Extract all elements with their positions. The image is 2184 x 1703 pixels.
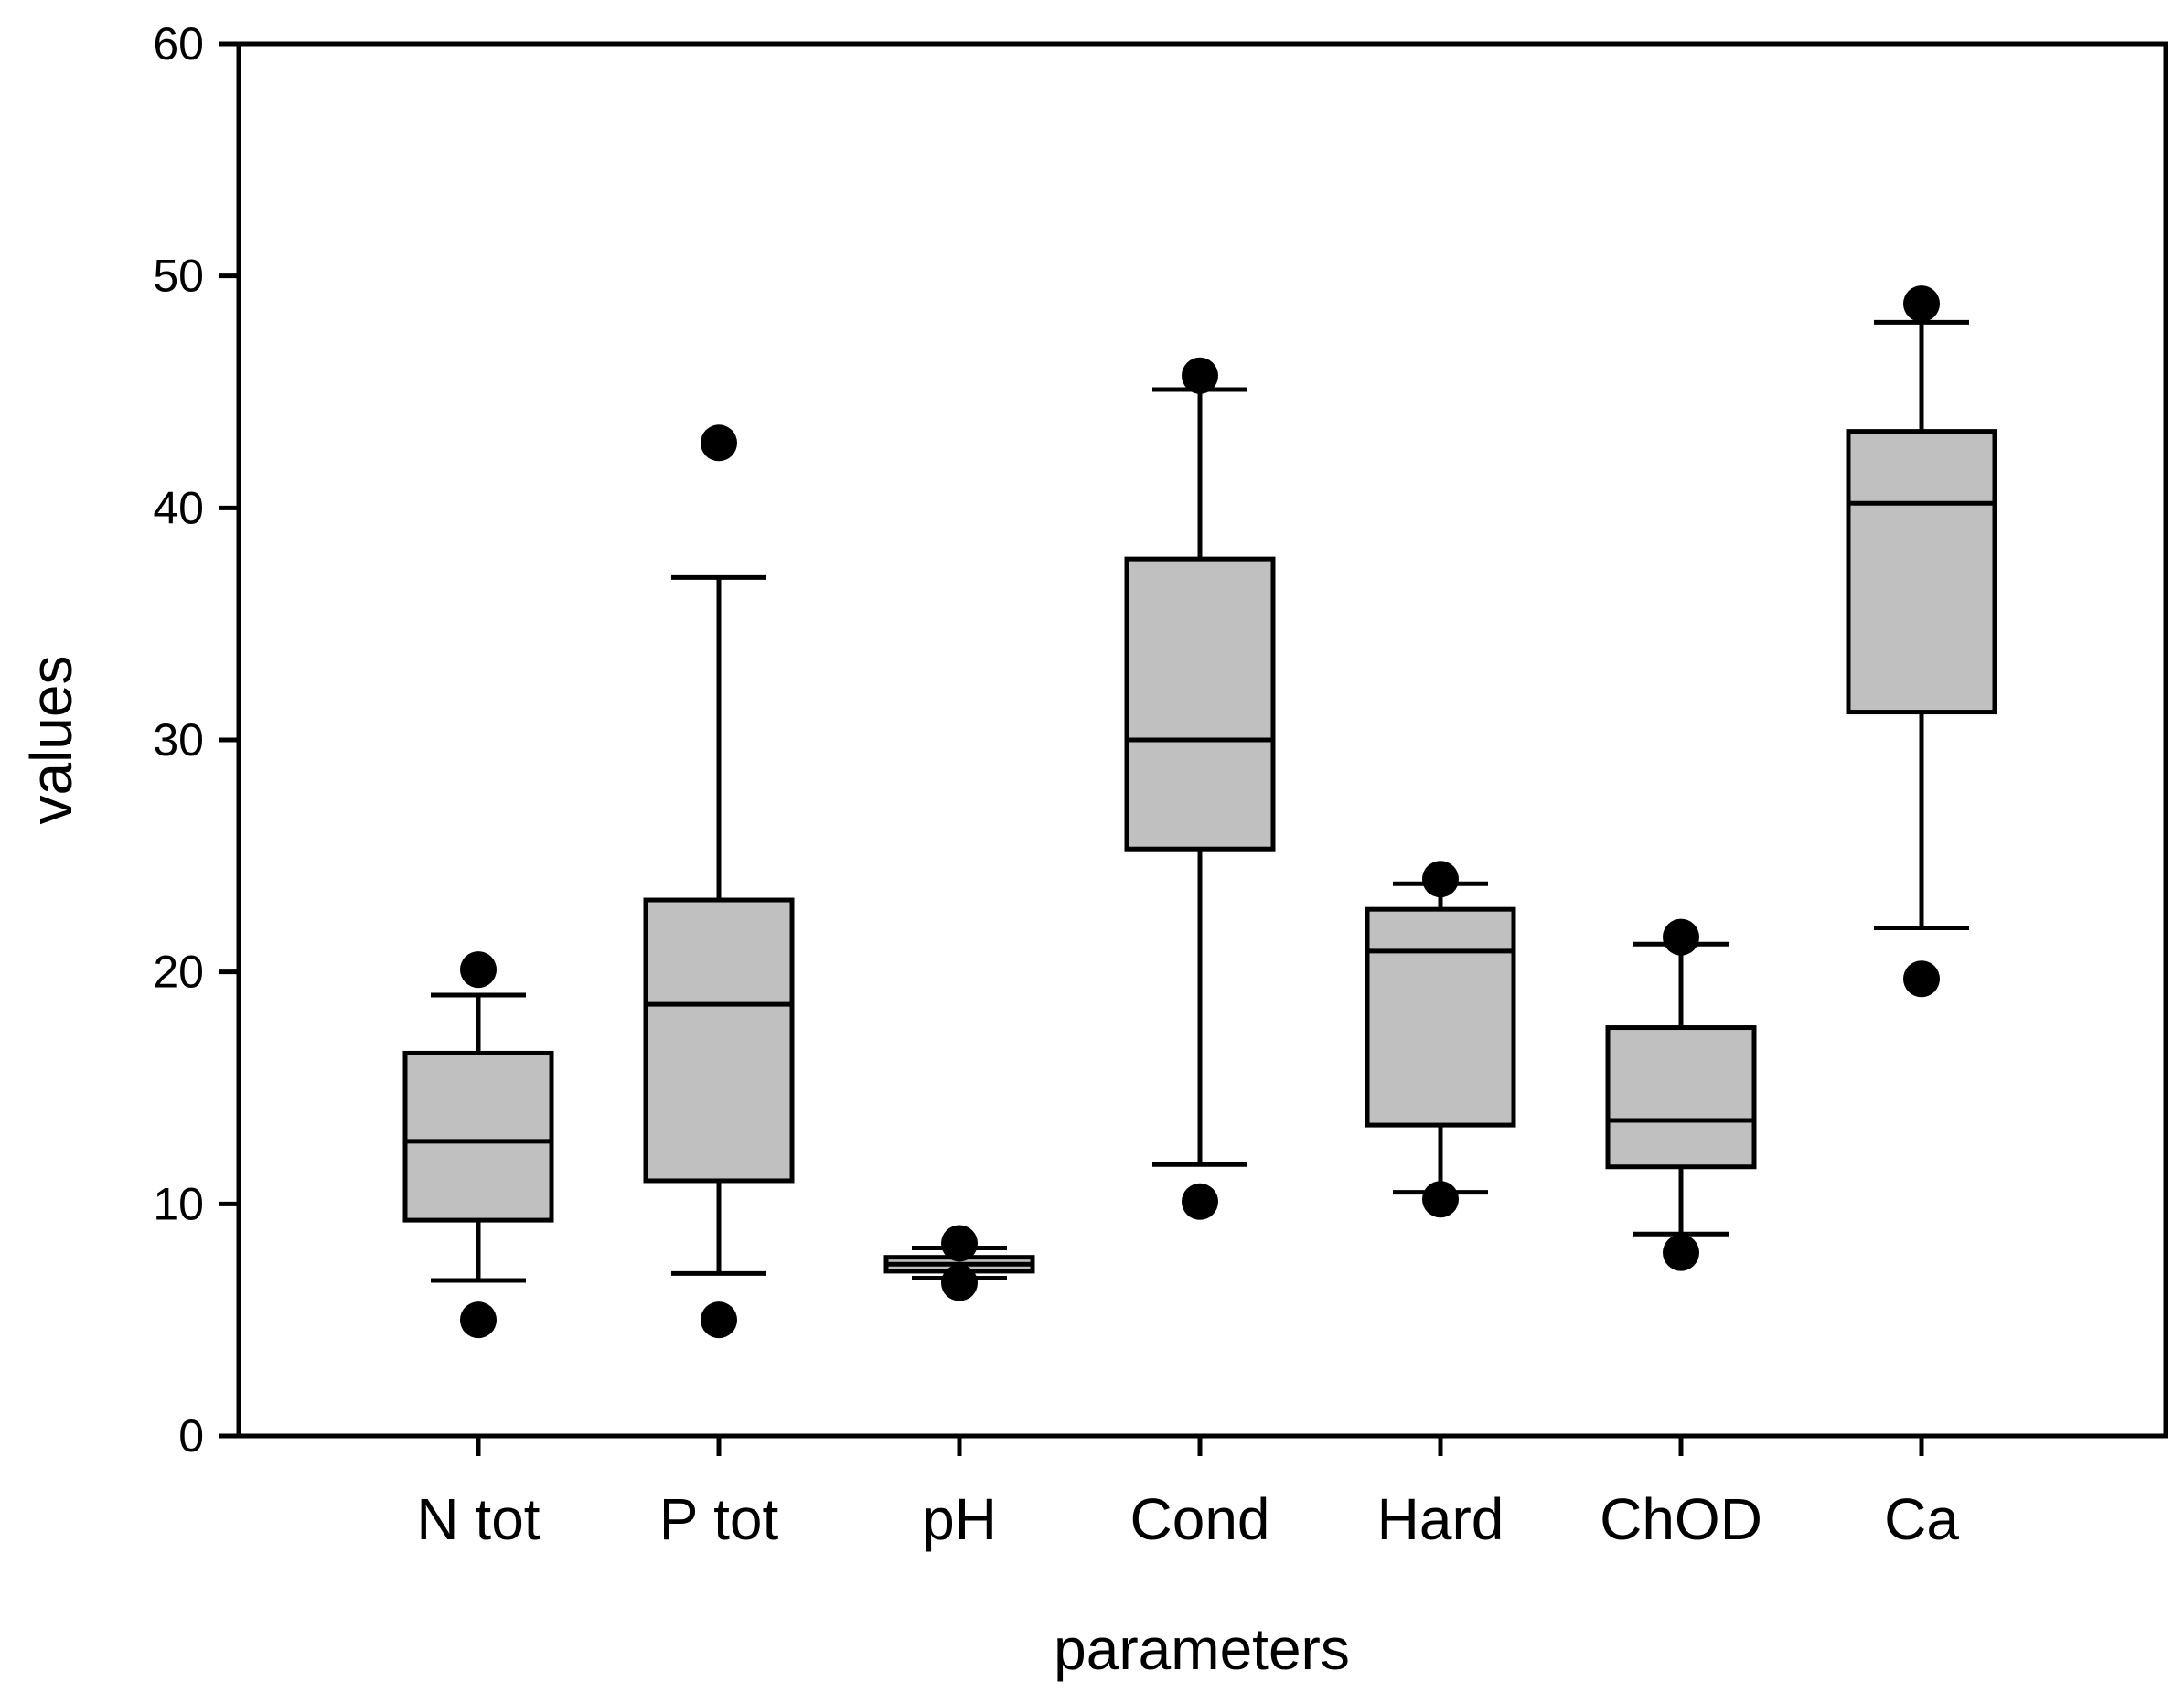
boxes [402,285,1997,1339]
y-axis: 0 10 20 30 40 50 60 [153,18,239,1462]
box-group-n-tot [402,951,554,1339]
y-tick-label: 30 [153,714,204,766]
x-axis: N tot P tot pH Cond Hard ChOD Ca [416,1436,1959,1552]
box-group-chod [1605,918,1757,1271]
box-iqr [1365,906,1516,1128]
y-tick-label: 50 [153,251,204,302]
outlier-point [1903,285,1940,323]
box-group-p-tot [643,424,795,1339]
y-axis-title: values [18,656,84,825]
y-tick-label: 40 [153,482,204,533]
x-category-label: Cond [1130,1486,1270,1552]
y-tick-label: 10 [153,1178,204,1229]
x-axis-title: parameters [1054,1616,1350,1682]
outlier-point [1422,861,1459,898]
box-iqr [402,1050,554,1223]
x-category-label: P tot [659,1486,779,1552]
x-category-label: pH [922,1486,997,1552]
x-category-label: ChOD [1600,1486,1762,1552]
y-tick-label: 60 [153,18,204,70]
outlier-point [1903,960,1940,998]
outlier-point [1663,918,1699,956]
outlier-point [941,1264,978,1301]
box-iqr [1124,556,1276,852]
box-iqr [1846,429,1997,715]
outlier-point [1422,1181,1459,1218]
box-iqr [643,897,795,1184]
y-tick-label: 0 [178,1410,204,1462]
box-iqr [1605,1025,1757,1170]
box-group-hard [1365,861,1516,1218]
outlier-point [1182,357,1218,394]
outlier-point [941,1225,978,1262]
box-group-cond [1124,357,1276,1220]
y-tick-label: 20 [153,947,204,998]
outlier-point [1182,1183,1218,1220]
outlier-point [701,424,737,462]
x-category-label: N tot [416,1486,540,1552]
box-group-ph [883,1225,1035,1301]
x-category-label: Ca [1884,1486,1959,1552]
outlier-point [701,1301,737,1339]
outlier-point [1663,1234,1699,1271]
outlier-point [460,951,497,989]
box-group-ca [1846,285,1997,998]
x-category-label: Hard [1377,1486,1504,1552]
outlier-point [460,1301,497,1339]
